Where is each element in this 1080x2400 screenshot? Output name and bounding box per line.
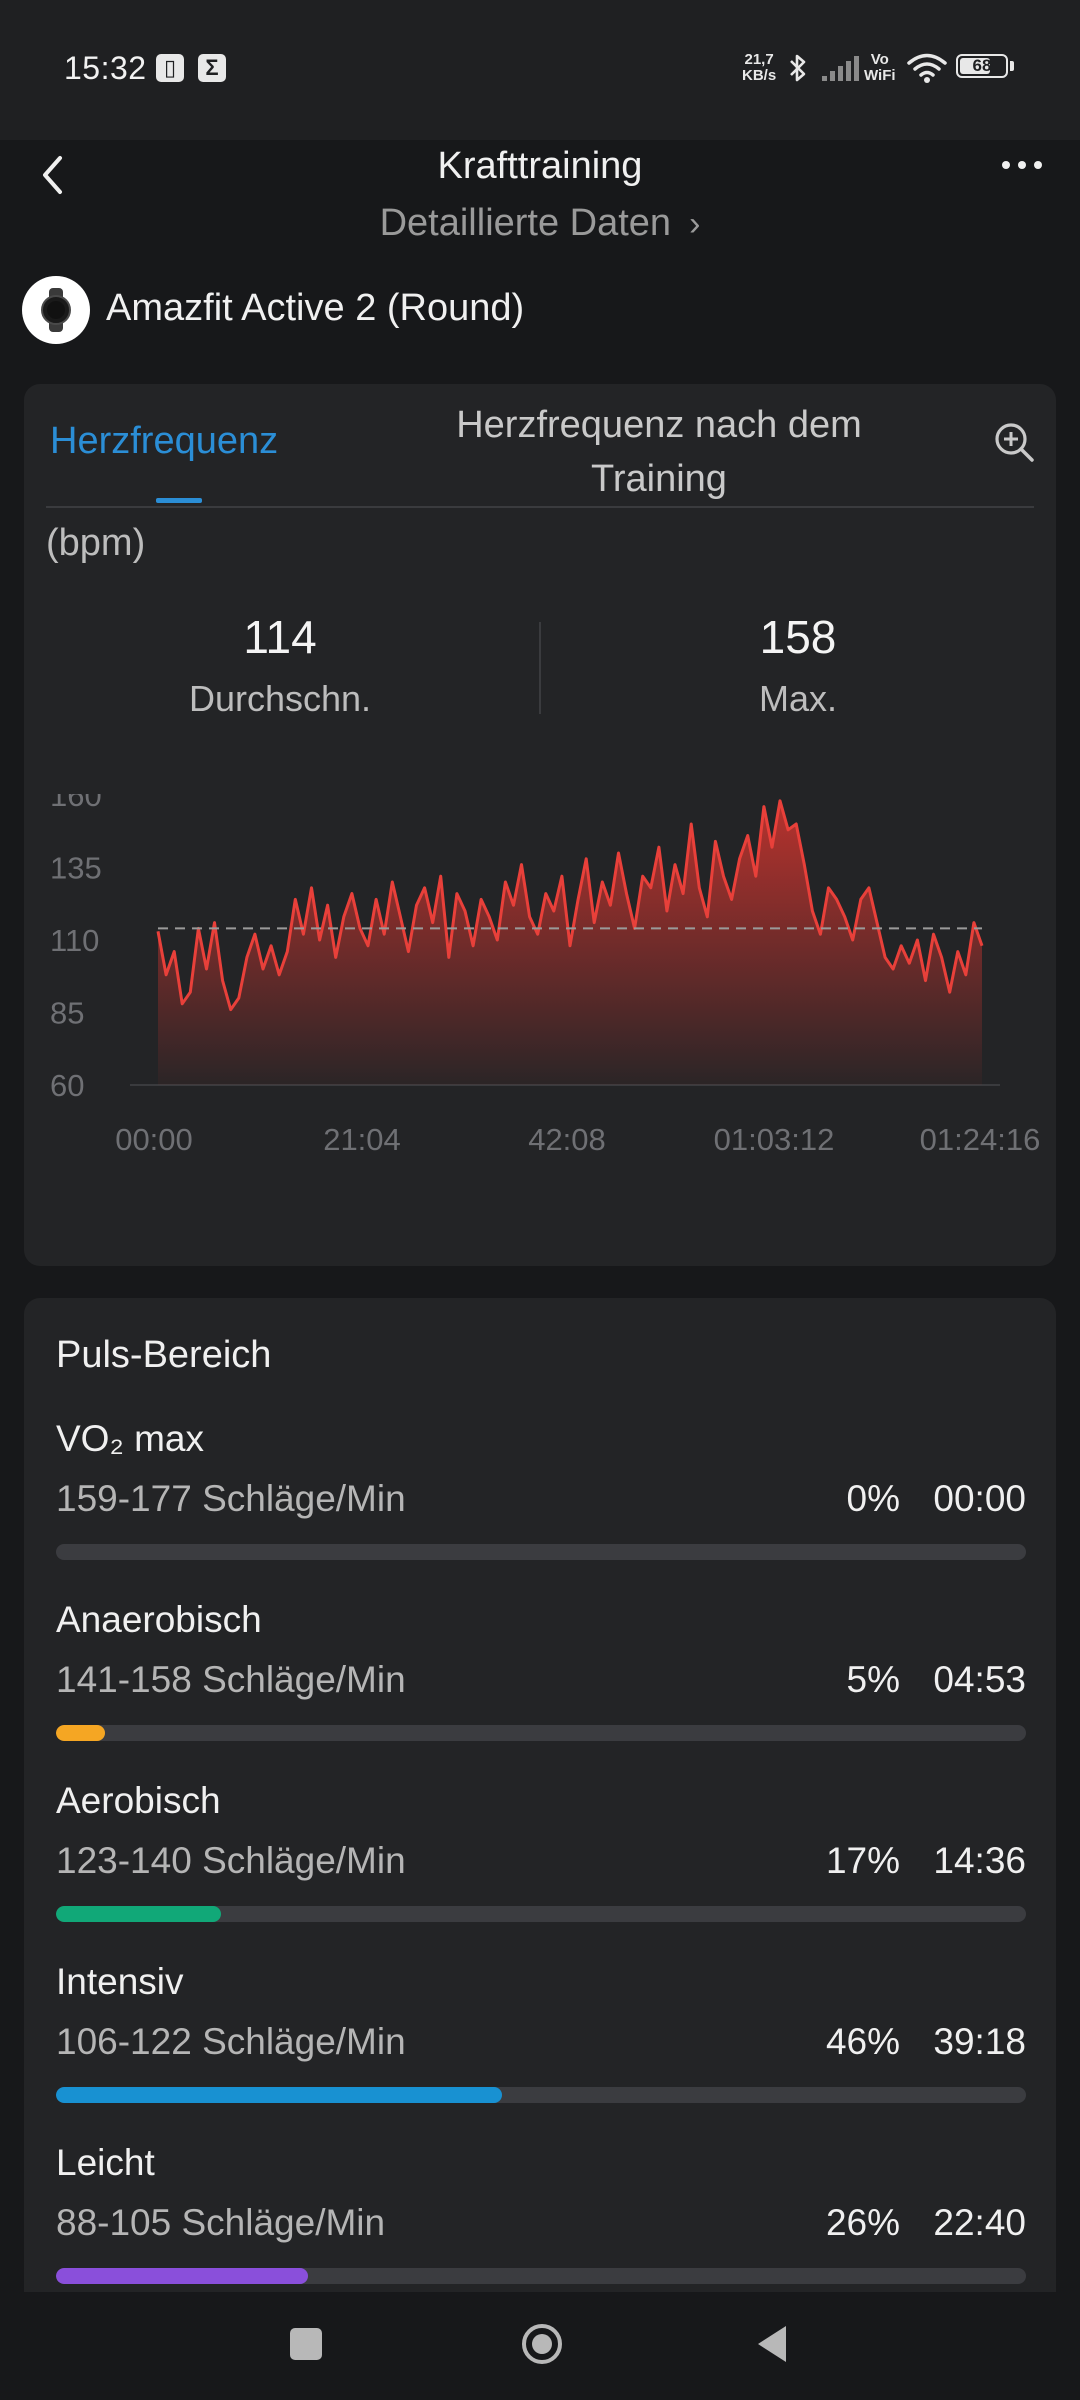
zone-time: 04:53 [933,1659,1026,1700]
recents-button[interactable] [290,2328,322,2360]
vowifi-indicator: Vo WiFi [864,52,896,84]
zones-title: Puls-Bereich [56,1334,272,1376]
zone-aerobic: Aerobisch 123-140 Schläge/Min 17% 14:36 [56,1780,1026,1930]
bluetooth-icon [790,54,806,82]
tab-heart-rate[interactable]: Herzfrequenz [50,420,279,462]
x-tick-label: 21:04 [323,1122,401,1157]
device-row: Amazfit Active 2 (Round) [22,276,922,346]
zone-progress-track [56,1906,1026,1922]
zone-progress-fill [56,1725,105,1741]
zone-range: 88-105 Schläge/Min [56,2202,386,2243]
back-button[interactable] [30,140,100,210]
unit-label: (bpm) [46,522,146,564]
chevron-left-icon [43,156,62,194]
average-hr-value: 114 [243,611,317,663]
zone-time: 39:18 [933,2021,1026,2062]
y-tick-label: 60 [50,1068,84,1103]
heart-rate-card: Herzfrequenz Herzfrequenz nach dem Train… [24,384,1056,1266]
more-options-button[interactable] [990,140,1050,210]
sigma-app-icon: Σ [198,54,226,82]
status-bar: 15:32 ▯ Σ 21,7 KB/s Vo WiFi 68 [0,0,1080,140]
heart-rate-chart: 160 135 110 85 60 00:00 21:04 42:08 01:03:12 01:… [50,794,1041,1157]
y-tick-label: 85 [50,996,84,1031]
stats-divider [539,622,541,714]
device-name: Amazfit Active 2 (Round) [106,287,525,329]
zone-percent: 0% [846,1478,900,1519]
max-hr-value: 158 [759,611,837,663]
x-tick-label: 01:03:12 [714,1122,835,1157]
status-time: 15:32 [64,50,147,86]
tab-divider [46,506,1034,508]
zone-range: 141-158 Schläge/Min [56,1659,406,1700]
zone-progress-track [56,1725,1026,1741]
y-tick-label: 160 [50,794,102,813]
network-speed: 21,7 KB/s [742,52,776,84]
nav-back-button[interactable] [754,2324,790,2364]
battery-tip [1010,61,1014,71]
zone-percent: 17% [825,1840,900,1881]
zone-time: 14:36 [933,1840,1026,1881]
zone-time: 22:40 [933,2202,1026,2243]
vowifi-bottom-text: WiFi [864,67,896,84]
battery-indicator: 68 [956,54,1008,78]
zone-range: 159-177 Schläge/Min [56,1478,406,1519]
zone-range: 123-140 Schläge/Min [56,1840,406,1881]
zone-progress-fill [56,1906,221,1922]
x-tick-label: 01:24:16 [920,1122,1041,1157]
heart-rate-zones-card: Puls-Bereich VO₂ max 159-177 Schläge/Min… [24,1298,1056,2300]
network-speed-value: 21,7 [744,51,774,68]
zone-progress-track [56,2087,1026,2103]
system-navigation-bar [0,2292,1080,2400]
wifi-icon [907,53,947,83]
y-tick-label: 135 [50,851,102,886]
battery-percent: 68 [972,56,992,75]
average-hr-label: Durchschn. [188,678,372,719]
zone-name: Leicht [56,2142,155,2183]
device-notification-icon: ▯ [156,54,184,82]
zone-time: 00:00 [933,1478,1026,1519]
zone-vo2max: VO₂ max 159-177 Schläge/Min 0% 00:00 [56,1418,1026,1568]
zone-range: 106-122 Schläge/Min [56,2021,406,2062]
zone-name: Aerobisch [56,1780,221,1821]
zone-name: VO₂ max [56,1418,204,1459]
page-title: Krafttraining [437,145,643,187]
x-tick-label: 00:00 [115,1122,193,1157]
vowifi-top-text: Vo [870,51,889,68]
zone-percent: 46% [825,2021,900,2062]
heart-rate-line [156,799,984,1012]
cell-signal-icon [822,56,859,81]
heart-rate-area [158,800,982,1085]
zone-progress-track [56,1544,1026,1560]
network-speed-unit: KB/s [742,67,777,84]
watch-icon [22,276,90,344]
battery-fill [960,58,990,74]
zone-progress-fill [56,2268,309,2284]
zone-progress-fill [56,2087,503,2103]
y-tick-label: 110 [50,923,99,958]
x-tick-label: 42:08 [528,1122,606,1157]
zone-name: Anaerobisch [56,1599,262,1640]
zone-intensive: Intensiv 106-122 Schläge/Min 46% 39:18 [56,1961,1026,2111]
zone-progress-track [56,2268,1026,2284]
max-hr-label: Max. [758,678,837,719]
home-button[interactable] [520,2322,564,2366]
chevron-right-icon: › [689,205,701,243]
zone-percent: 5% [846,1659,900,1700]
detailed-data-label: Detaillierte Daten [379,202,672,244]
zone-percent: 26% [825,2202,900,2243]
active-tab-indicator [156,498,202,503]
zone-light: Leicht 88-105 Schläge/Min 26% 22:40 [56,2142,1026,2292]
zoom-in-icon[interactable] [992,420,1036,464]
more-dots-icon [1002,161,1042,169]
zone-anaerobic: Anaerobisch 141-158 Schläge/Min 5% 04:53 [56,1599,1026,1749]
tab-post-training-heart-rate[interactable]: Herzfrequenz nach dem Training [456,404,862,500]
zone-name: Intensiv [56,1961,184,2002]
detailed-data-link[interactable]: Detaillierte Daten › [0,200,1080,254]
